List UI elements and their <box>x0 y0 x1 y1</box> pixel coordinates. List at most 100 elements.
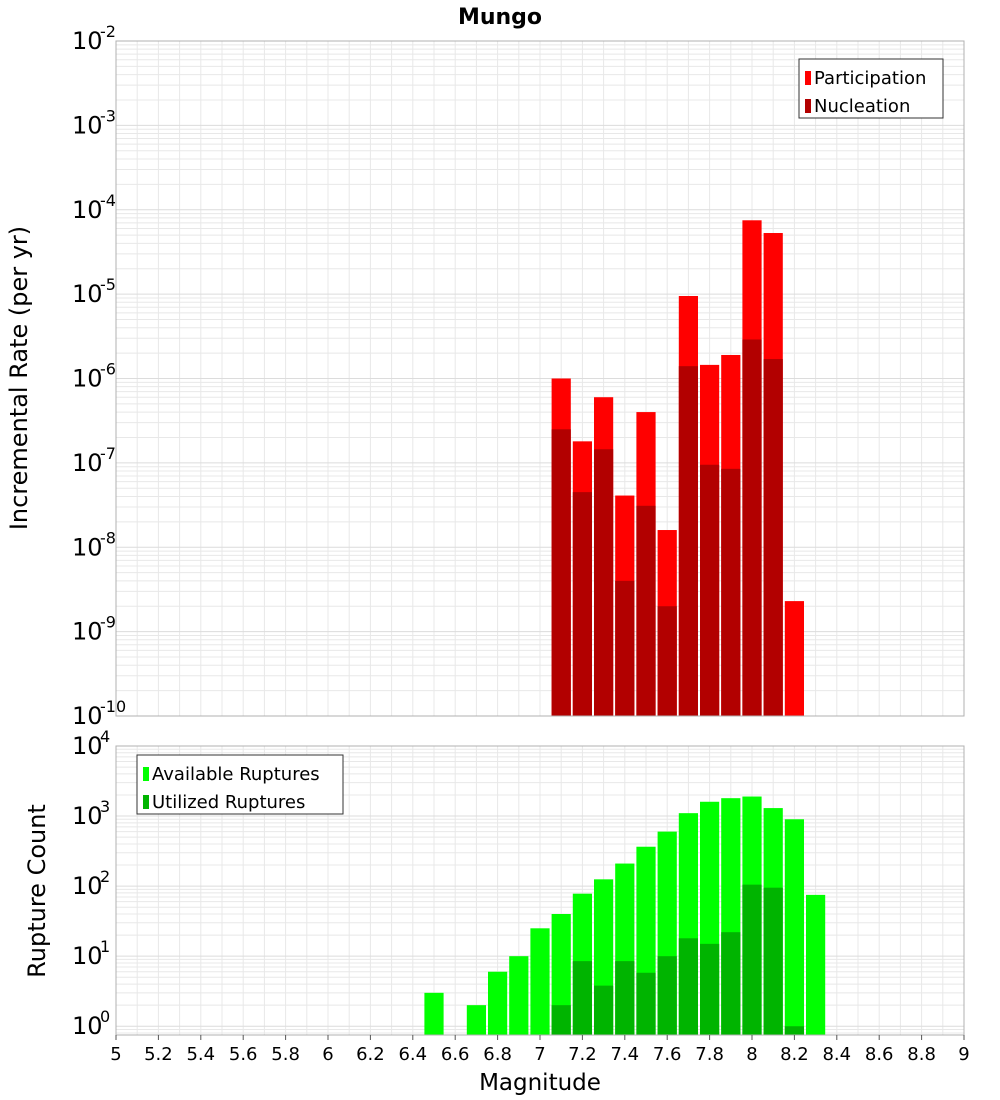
svg-text:10: 10 <box>72 27 103 55</box>
x-tick-label: 5 <box>110 1044 121 1065</box>
y-tick-label: 103 <box>72 797 110 830</box>
x-tick-label: 9 <box>958 1044 969 1065</box>
nucleation-bar <box>763 359 783 716</box>
svg-text:10: 10 <box>72 365 103 393</box>
y-tick-label: 10-10 <box>72 697 126 730</box>
utilized-ruptures-bar <box>763 887 783 1035</box>
legend-box <box>136 754 344 815</box>
count-y-axis-label: Rupture Count <box>23 804 51 978</box>
svg-text:-2: -2 <box>100 22 116 41</box>
count-legend: Available Ruptures Utilized Ruptures <box>136 754 344 815</box>
utilized-ruptures-bar <box>678 938 698 1035</box>
rate-y-axis-label: Incremental Rate (per yr) <box>5 226 33 530</box>
utilized-ruptures-bar <box>721 932 741 1035</box>
svg-text:-6: -6 <box>100 360 116 379</box>
legend-swatch <box>143 795 149 809</box>
svg-text:10: 10 <box>72 702 103 730</box>
available-ruptures-bar <box>488 971 508 1035</box>
available-ruptures-bar <box>806 894 826 1035</box>
nucleation-bar <box>700 464 720 716</box>
utilized-ruptures-bar <box>742 884 762 1035</box>
svg-text:-5: -5 <box>100 275 116 294</box>
available-ruptures-bar <box>466 1005 486 1035</box>
x-tick-label: 8 <box>746 1044 757 1065</box>
nucleation-bar <box>636 505 656 716</box>
nucleation-bar <box>678 366 698 716</box>
x-tick-label: 7 <box>534 1044 545 1065</box>
x-tick-label: 8.4 <box>822 1044 851 1065</box>
rate-legend: Participation Nucleation <box>798 58 944 119</box>
svg-text:10: 10 <box>72 802 103 830</box>
x-tick-label: 7.2 <box>568 1044 597 1065</box>
svg-text:-3: -3 <box>100 106 116 125</box>
svg-text:1: 1 <box>100 937 110 956</box>
svg-text:10: 10 <box>72 942 103 970</box>
svg-text:10: 10 <box>72 1012 103 1040</box>
svg-text:-10: -10 <box>100 697 126 716</box>
x-tick-label: 6.8 <box>483 1044 512 1065</box>
x-tick-label: 7.4 <box>610 1044 639 1065</box>
legend-entry: Available Ruptures <box>152 764 320 785</box>
x-tick-label: 8.8 <box>907 1044 936 1065</box>
legend-entry: Utilized Ruptures <box>152 792 305 813</box>
x-tick-label: 7.6 <box>653 1044 682 1065</box>
svg-text:4: 4 <box>100 727 110 746</box>
utilized-ruptures-bar <box>615 961 635 1035</box>
legend-box <box>798 58 944 119</box>
svg-text:10: 10 <box>72 533 103 561</box>
y-tick-label: 10-9 <box>72 613 116 646</box>
utilized-ruptures-bar <box>636 972 656 1035</box>
participation-bar <box>784 601 804 716</box>
utilized-ruptures-bar <box>784 1026 804 1035</box>
nucleation-bar <box>551 429 571 716</box>
x-tick-label: 5.8 <box>271 1044 300 1065</box>
utilized-ruptures-bar <box>657 956 677 1035</box>
chart-title: Mungo <box>458 5 542 30</box>
nucleation-bar <box>657 606 677 716</box>
svg-text:10: 10 <box>72 111 103 139</box>
y-tick-label: 102 <box>72 867 110 900</box>
svg-text:-4: -4 <box>100 191 116 210</box>
svg-text:-9: -9 <box>100 613 116 632</box>
y-tick-label: 10-2 <box>72 22 116 55</box>
y-tick-label: 104 <box>72 727 110 760</box>
nucleation-bar <box>594 449 614 716</box>
nucleation-bar <box>721 468 741 716</box>
nucleation-bar <box>572 492 592 716</box>
svg-text:10: 10 <box>72 872 103 900</box>
legend-swatch <box>805 71 811 85</box>
y-tick-label: 10-4 <box>72 191 116 224</box>
svg-text:3: 3 <box>100 797 110 816</box>
available-ruptures-bar <box>509 956 529 1035</box>
x-tick-label: 6.2 <box>356 1044 385 1065</box>
y-tick-label: 10-7 <box>72 444 116 477</box>
svg-text:2: 2 <box>100 867 110 886</box>
x-tick-label: 5.4 <box>186 1044 215 1065</box>
x-tick-label: 6.4 <box>398 1044 427 1065</box>
svg-text:10: 10 <box>72 732 103 760</box>
x-tick-label: 5.2 <box>144 1044 173 1065</box>
rate-grid <box>115 41 965 717</box>
nucleation-bar <box>742 339 762 716</box>
svg-text:10: 10 <box>72 449 103 477</box>
svg-text:-8: -8 <box>100 528 116 547</box>
legend-entry: Nucleation <box>814 96 910 117</box>
rate-bars <box>551 220 804 717</box>
x-tick-label: 8.6 <box>865 1044 894 1065</box>
utilized-ruptures-bar <box>572 961 592 1035</box>
available-ruptures-bar <box>424 992 444 1035</box>
utilized-ruptures-bar <box>700 943 720 1035</box>
x-axis-label: Magnitude <box>479 1070 601 1096</box>
x-tick-label: 7.8 <box>695 1044 724 1065</box>
available-ruptures-bar <box>530 928 550 1035</box>
utilized-ruptures-bar <box>551 1005 571 1035</box>
svg-text:10: 10 <box>72 280 103 308</box>
y-tick-label: 10-8 <box>72 528 116 561</box>
x-tick-label: 6 <box>322 1044 333 1065</box>
x-tick-label: 5.6 <box>229 1044 258 1065</box>
